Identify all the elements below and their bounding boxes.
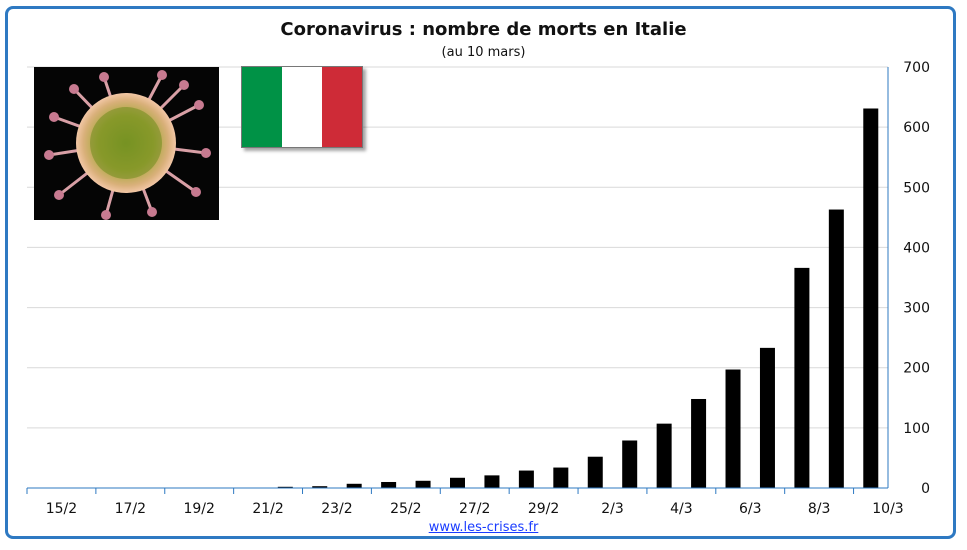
bar-3/3 [622, 440, 638, 488]
x-tick-label: 8/3 [808, 501, 831, 517]
x-tick-label: 15/2 [46, 501, 77, 517]
bar-2/3 [587, 456, 603, 488]
bar-6/3 [725, 369, 741, 488]
x-tick-label: 2/3 [601, 501, 624, 517]
x-tick-label: 19/2 [183, 501, 214, 517]
flag-white-stripe [282, 67, 322, 147]
coronavirus-image [34, 67, 219, 220]
x-tick-label: 25/2 [390, 501, 421, 517]
y-tick-label: 600 [903, 120, 930, 136]
y-tick-label: 700 [903, 60, 930, 76]
bar-7/3 [759, 347, 775, 488]
bar-4/3 [656, 423, 672, 488]
flag-green-stripe [242, 67, 282, 147]
y-tick-label: 200 [903, 361, 930, 377]
bar-26/2 [415, 480, 431, 488]
bar-10/3 [863, 108, 879, 489]
italy-flag [241, 66, 363, 148]
source-link[interactable]: www.les-crises.fr [428, 520, 539, 535]
chart-title: Coronavirus : nombre de morts en Italie [280, 19, 687, 40]
virus-icon [44, 70, 211, 220]
y-axis: 0 100 200 300 400 500 600 700 [887, 60, 930, 497]
x-tick-label: 23/2 [321, 501, 352, 517]
bar-5/3 [691, 398, 707, 488]
bar-1/3 [553, 467, 569, 488]
bar-8/3 [794, 267, 810, 488]
bar-9/3 [828, 209, 844, 488]
bar-22/2 [277, 486, 293, 488]
x-tick-label: 4/3 [670, 501, 693, 517]
bar-24/2 [346, 483, 362, 488]
x-tick-label: 27/2 [459, 501, 490, 517]
x-axis: 15/2 17/2 19/2 21/2 23/2 25/2 27/2 29/2 2/3 4/3 6/… [26, 487, 904, 517]
y-tick-label: 300 [903, 301, 930, 317]
bar-28/2 [484, 475, 500, 488]
bar-29/2 [518, 470, 534, 488]
chart-subtitle: (au 10 mars) [441, 45, 526, 60]
x-tick-label: 10/3 [872, 501, 903, 517]
y-tick-label: 400 [903, 240, 930, 256]
x-tick-label: 21/2 [252, 501, 283, 517]
x-tick-label: 6/3 [739, 501, 762, 517]
y-tick-label: 0 [921, 481, 930, 497]
x-tick-label: 29/2 [528, 501, 559, 517]
bar-27/2 [450, 477, 465, 488]
bar-23/2 [312, 486, 328, 488]
y-tick-label: 100 [903, 421, 930, 437]
x-tick-label: 17/2 [115, 501, 146, 517]
bars [277, 108, 879, 489]
bar-25/2 [381, 481, 397, 488]
y-tick-label: 500 [903, 180, 930, 196]
flag-red-stripe [322, 67, 362, 147]
